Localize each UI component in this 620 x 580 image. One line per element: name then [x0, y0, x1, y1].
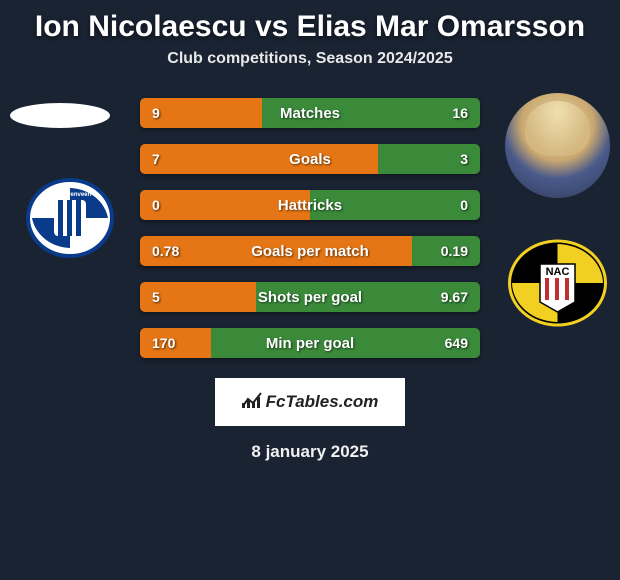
stat-bar-left: [140, 98, 262, 128]
page-title: Ion Nicolaescu vs Elias Mar Omarsson: [0, 0, 620, 50]
heerenveen-badge-icon: sc Heerenveen: [20, 178, 120, 258]
stat-bar-right: [211, 328, 480, 358]
stat-bar-right: [262, 98, 480, 128]
nac-badge-icon: NAC: [505, 238, 610, 328]
stat-bar-left: [140, 190, 310, 220]
stat-row: Min per goal170649: [140, 328, 480, 358]
stat-row: Shots per goal59.67: [140, 282, 480, 312]
left-club-badge: sc Heerenveen: [20, 178, 120, 258]
right-club-badge: NAC: [505, 238, 610, 328]
comparison-area: sc Heerenveen NAC Matches916 Goals73 Hattr…: [0, 98, 620, 358]
stat-bar-left: [140, 328, 211, 358]
stat-row: Hattricks00: [140, 190, 480, 220]
svg-text:sc Heerenveen: sc Heerenveen: [49, 192, 92, 198]
stat-bar-right: [310, 190, 480, 220]
date-text: 8 january 2025: [0, 442, 620, 462]
stat-row: Goals73: [140, 144, 480, 174]
fctables-logo: FcTables.com: [215, 378, 405, 426]
stat-bar-right: [256, 282, 480, 312]
chart-icon: [242, 392, 262, 413]
stat-bar-right: [412, 236, 480, 266]
stat-bars: Matches916 Goals73 Hattricks00 Goals per ma…: [140, 98, 480, 358]
right-player-portrait: [505, 93, 610, 198]
stat-bar-right: [378, 144, 480, 174]
svg-text:NAC: NAC: [546, 266, 570, 278]
stat-row: Goals per match0.780.19: [140, 236, 480, 266]
stat-bar-left: [140, 144, 378, 174]
footer-brand-text: FcTables.com: [266, 392, 379, 412]
left-player-portrait-placeholder: [10, 103, 110, 128]
subtitle: Club competitions, Season 2024/2025: [0, 50, 620, 68]
stat-bar-left: [140, 236, 412, 266]
stat-bar-left: [140, 282, 256, 312]
stat-row: Matches916: [140, 98, 480, 128]
